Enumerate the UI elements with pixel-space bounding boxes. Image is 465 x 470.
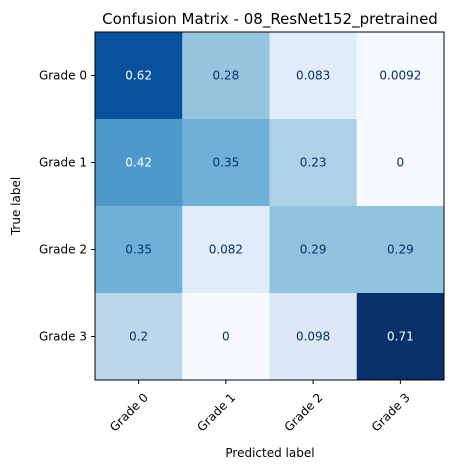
cell-value-label: 0.29: [387, 243, 414, 257]
heatmap-cell: [95, 206, 183, 294]
cell-value-label: 0.28: [213, 69, 240, 83]
heatmap-cell: [182, 293, 270, 381]
heatmap-cell: [356, 293, 445, 381]
heatmap-cell: [95, 293, 183, 381]
cell-value-label: 0.35: [213, 156, 240, 170]
y-tick-label: Grade 1: [39, 156, 87, 170]
y-tick-label: Grade 2: [39, 243, 87, 257]
y-tick-label: Grade 0: [39, 69, 87, 83]
heatmap-cell: [356, 206, 445, 294]
cell-value-label: 0.23: [300, 156, 327, 170]
cell-value-label: 0.71: [387, 330, 414, 344]
cell-value-label: 0.083: [296, 69, 330, 83]
heatmap-cell: [356, 32, 445, 120]
heatmap-cells: [95, 32, 445, 381]
cell-value-label: 0.62: [125, 69, 152, 83]
heatmap-cell: [182, 32, 270, 120]
heatmap-cell: [95, 119, 183, 207]
heatmap-cell: [182, 119, 270, 207]
heatmap-cell: [269, 32, 358, 120]
x-tick-label: Grade 3: [369, 390, 413, 434]
heatmap-cell-labels: 0.62 0.28 0.083 0.0092 0.42 0.35 0.23 0 0.35 0.08…: [125, 69, 421, 344]
cell-value-label: 0.082: [209, 243, 243, 257]
x-tick-label: Grade 2: [282, 390, 326, 434]
cell-value-label: 0.29: [300, 243, 327, 257]
y-axis-ticks: Grade 0 Grade 1 Grade 2 Grade 3: [39, 69, 95, 344]
heatmap-cell: [269, 206, 358, 294]
cell-value-label: 0.35: [125, 243, 152, 257]
cell-value-label: 0.42: [125, 156, 152, 170]
x-tick-label: Grade 0: [107, 390, 151, 434]
heatmap-cell: [269, 293, 358, 381]
x-axis-ticks: Grade 0 Grade 1 Grade 2 Grade 3: [107, 380, 413, 434]
heatmap-cell: [95, 32, 183, 120]
cell-value-label: 0.2: [129, 330, 148, 344]
chart-title: Confusion Matrix - 08_ResNet152_pretrain…: [102, 10, 438, 29]
heatmap-cell: [269, 119, 358, 207]
x-tick-label: Grade 1: [194, 390, 238, 434]
y-axis-label: True label: [9, 177, 23, 236]
heatmap-cell: [356, 119, 445, 207]
cell-value-label: 0: [397, 156, 405, 170]
cell-value-label: 0.0092: [379, 69, 421, 83]
cell-value-label: 0.098: [296, 330, 330, 344]
x-axis-label: Predicted label: [225, 446, 314, 460]
y-tick-label: Grade 3: [39, 330, 87, 344]
cell-value-label: 0: [222, 330, 230, 344]
plot-frame: [94, 31, 445, 381]
heatmap-cell: [182, 206, 270, 294]
